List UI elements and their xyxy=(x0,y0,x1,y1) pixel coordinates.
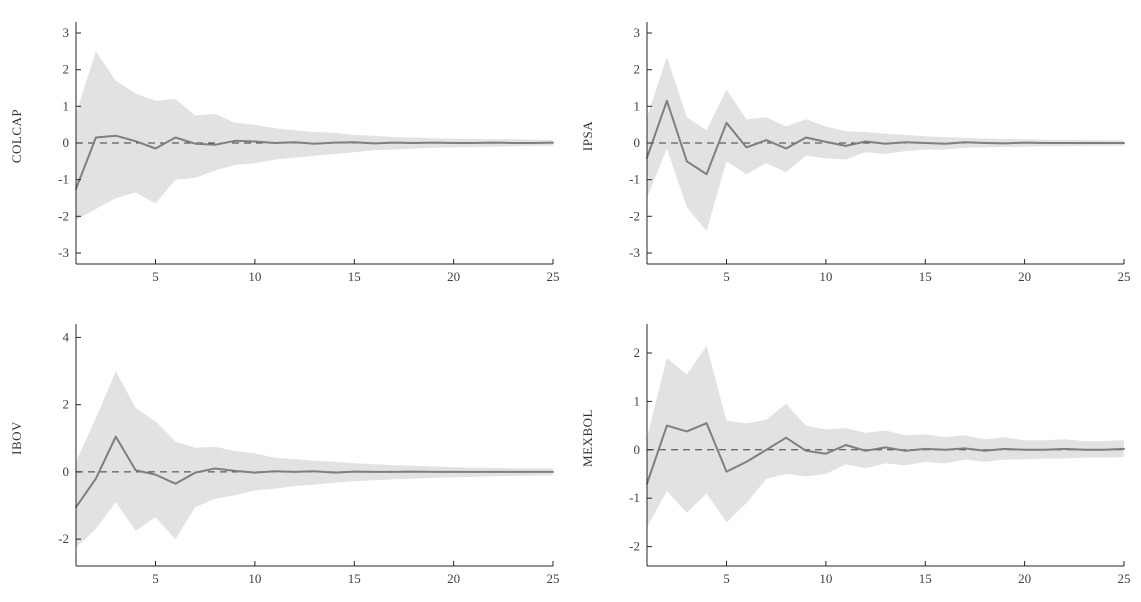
response-line xyxy=(646,422,1125,485)
y-tick-label: -1 xyxy=(629,172,640,187)
y-axis-label-mexbol: MEXBOL xyxy=(575,310,601,566)
x-tick-label: 5 xyxy=(152,571,159,586)
y-tick-label: 1 xyxy=(634,393,641,408)
x-tick-label: 10 xyxy=(248,571,261,586)
response-line xyxy=(75,435,554,509)
y-tick-label: 2 xyxy=(634,62,641,77)
y-tick-label: -2 xyxy=(629,208,640,223)
y-tick-label: -2 xyxy=(629,539,640,554)
x-tick-label: 25 xyxy=(1118,269,1131,284)
x-tick-label: 10 xyxy=(819,571,832,586)
x-tick-label: 20 xyxy=(447,269,460,284)
x-tick-label: 15 xyxy=(919,571,932,586)
confidence-band xyxy=(76,371,553,548)
y-axis-label-text: COLCAP xyxy=(9,108,25,164)
y-tick-label: -2 xyxy=(58,531,69,546)
x-tick-label: 15 xyxy=(919,269,932,284)
response-line xyxy=(646,99,1125,176)
y-tick-label: 0 xyxy=(634,442,641,457)
y-tick-label: 4 xyxy=(63,329,70,344)
y-tick-label: 2 xyxy=(63,62,70,77)
x-tick-label: 25 xyxy=(547,269,560,284)
line-chart-colcap: -3 -2 -1 0 1 2 3 5 10 15 20 25 xyxy=(58,22,560,284)
line-chart-ipsa: -3 -2 -1 0 1 2 3 5 10 15 20 25 xyxy=(629,22,1131,284)
x-tick-label: 20 xyxy=(1018,269,1031,284)
y-tick-label: 0 xyxy=(63,464,70,479)
y-tick-label: 0 xyxy=(634,135,641,150)
x-tick-label: 5 xyxy=(723,571,730,586)
x-tick-label: 5 xyxy=(152,269,159,284)
confidence-band xyxy=(76,51,553,220)
chart-panel-colcap: COLCAP -3 -2 -1 0 1 2 3 5 10 15 20 25 xyxy=(4,8,569,300)
x-tick-label: 15 xyxy=(348,269,361,284)
x-tick-label: 10 xyxy=(248,269,261,284)
chart-panel-mexbol: MEXBOL -2 -1 0 1 2 5 10 15 20 25 xyxy=(575,310,1140,602)
y-axis-label-text: MEXBOL xyxy=(580,409,596,467)
x-tick-label: 25 xyxy=(547,571,560,586)
y-axis-label-colcap: COLCAP xyxy=(4,8,30,264)
y-tick-label: 3 xyxy=(634,25,641,40)
x-tick-label: 15 xyxy=(348,571,361,586)
y-axis-label-text: IBOV xyxy=(9,421,24,455)
y-axis-label-text: IPSA xyxy=(580,120,595,152)
x-tick-label: 20 xyxy=(1018,571,1031,586)
y-tick-label: -1 xyxy=(58,172,69,187)
response-line xyxy=(75,134,554,190)
chart-panel-ibov: IBOV -2 0 2 4 5 10 15 20 25 xyxy=(4,310,569,602)
y-tick-label: -3 xyxy=(629,245,640,260)
y-tick-label: 0 xyxy=(63,135,70,150)
y-axis-label-ipsa: IPSA xyxy=(575,8,601,264)
line-chart-ibov: -2 0 2 4 5 10 15 20 25 xyxy=(58,324,560,586)
x-tick-label: 10 xyxy=(819,269,832,284)
y-tick-label: -3 xyxy=(58,245,69,260)
y-tick-label: 3 xyxy=(63,25,70,40)
y-tick-label: 2 xyxy=(63,397,70,412)
y-axis-label-ibov: IBOV xyxy=(4,310,30,566)
y-tick-label: 2 xyxy=(634,345,641,360)
x-tick-label: 5 xyxy=(723,269,730,284)
y-tick-label: 1 xyxy=(63,98,70,113)
chart-panel-ipsa: IPSA -3 -2 -1 0 1 2 3 5 10 15 20 25 xyxy=(575,8,1140,300)
x-tick-label: 25 xyxy=(1118,571,1131,586)
confidence-band xyxy=(647,345,1124,528)
x-tick-label: 20 xyxy=(447,571,460,586)
y-tick-label: -1 xyxy=(629,490,640,505)
y-tick-label: 1 xyxy=(634,98,641,113)
y-tick-label: -2 xyxy=(58,208,69,223)
